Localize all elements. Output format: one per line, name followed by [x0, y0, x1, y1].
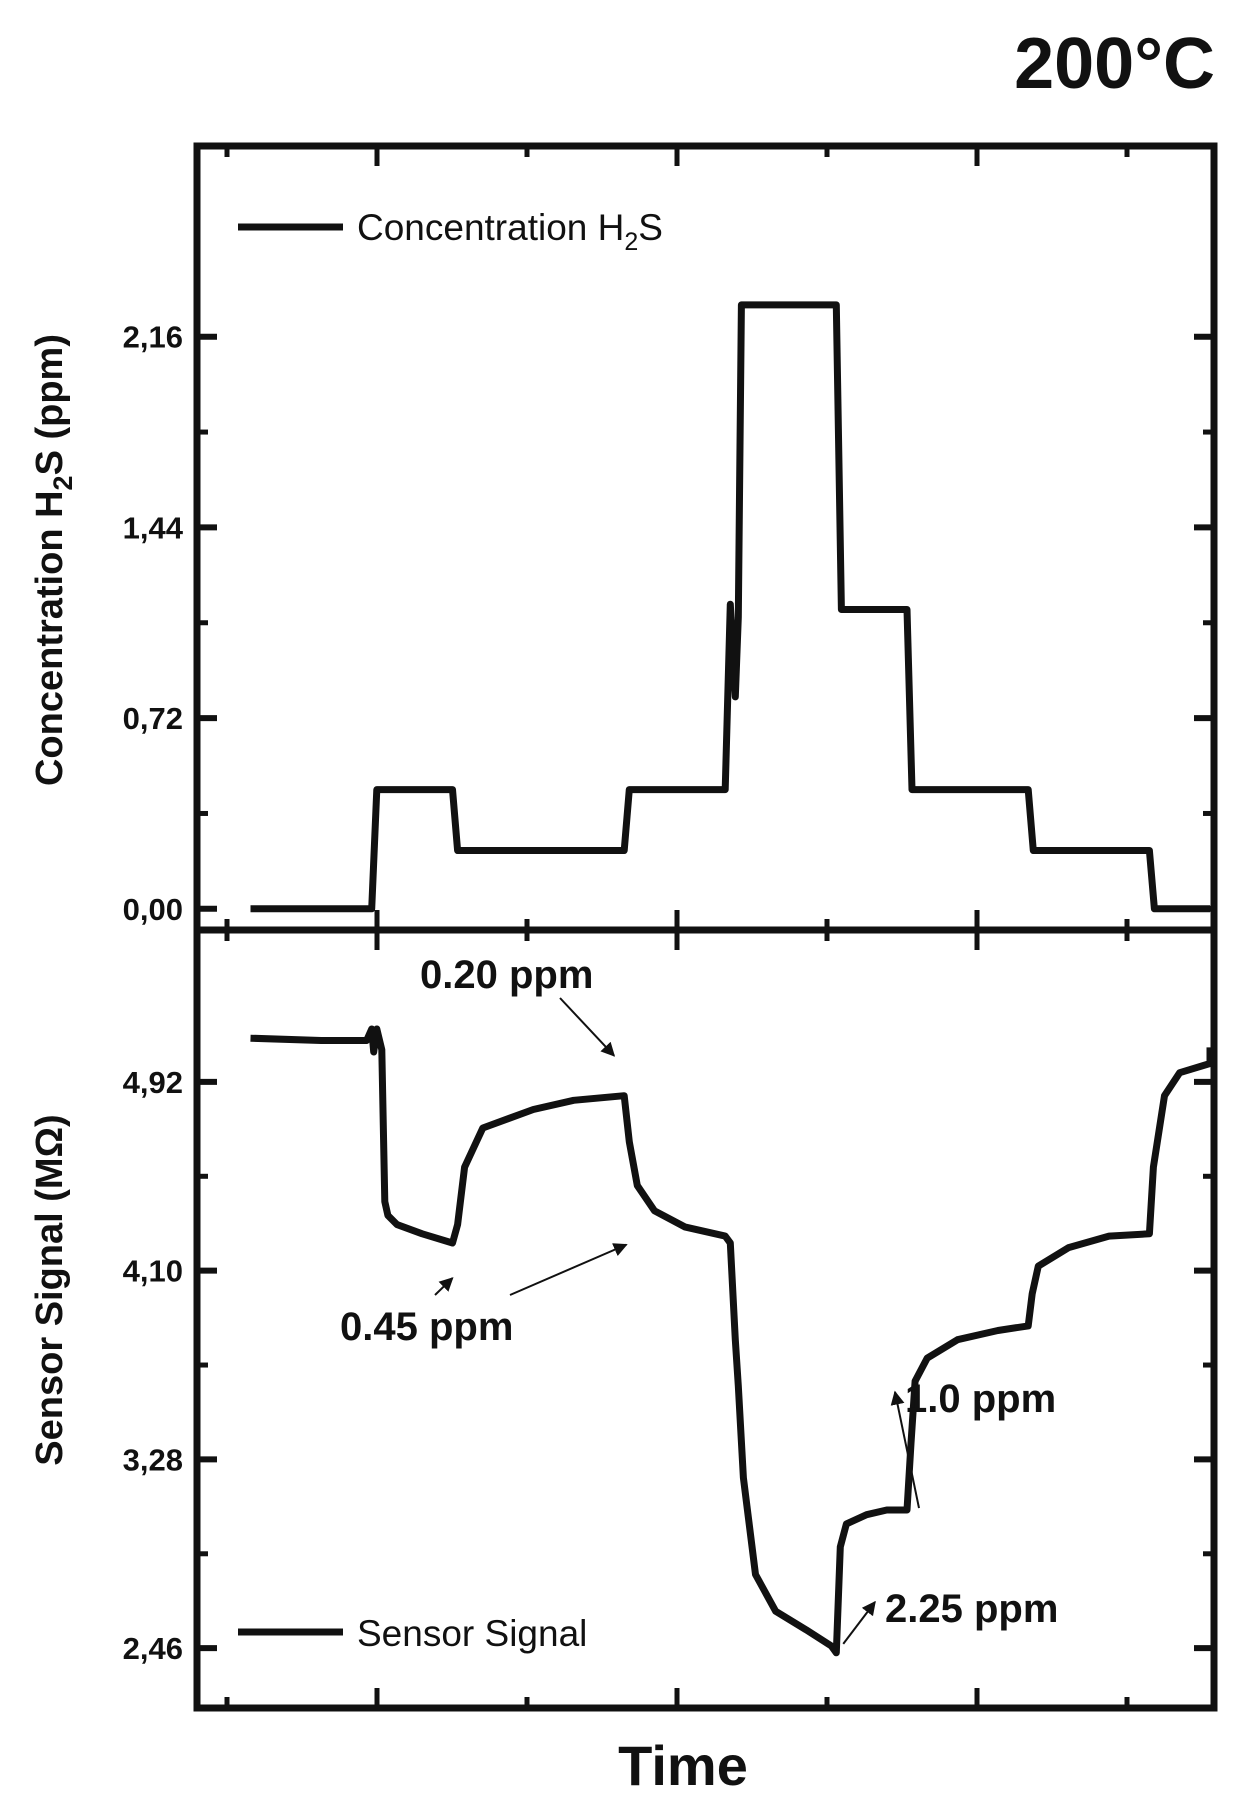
bottom-ytick-label: 3,28: [123, 1442, 183, 1477]
annotations: 0.20 ppm 0.45 ppm 1.0 ppm 2.25 ppm: [340, 953, 1058, 1645]
top-ytick-label: 0,72: [123, 701, 183, 736]
sensor-panel: 2,463,284,104,92 Sensor Signal 0.20 ppm0…: [29, 930, 1214, 1797]
annotation-label: 1.0 ppm: [905, 1377, 1056, 1421]
annotation-arrow: [559, 997, 616, 1057]
top-ytick-label: 1,44: [123, 510, 184, 545]
annotation-arrow: [842, 1600, 876, 1645]
legend-sensor-label: Sensor Signal: [357, 1613, 587, 1654]
top-ytick-label: 0,00: [123, 892, 183, 927]
legend-concentration: Concentration H2S: [238, 207, 663, 256]
bottom-ytick-label: 4,10: [123, 1254, 183, 1289]
annotation-arrow: [509, 1243, 628, 1296]
concentration-series-line: [250, 301, 1210, 913]
concentration-panel: 0,00 0,72 1,44 2,16 Concentration H2S Conce…: [29, 146, 1214, 930]
legend-concentration-label: Concentration H2S: [357, 207, 663, 256]
annotation-label: 0.20 ppm: [420, 953, 593, 997]
annotation-arrow: [890, 1390, 920, 1509]
bottom-ytick-label: 2,46: [123, 1631, 183, 1666]
bottom-tick-labels: 2,46 3,28 4,10 4,92: [123, 1065, 183, 1666]
annotation-label: 0.45 ppm: [340, 1305, 513, 1349]
x-axis-title: Time: [618, 1734, 748, 1797]
bottom-y-axis-title: Sensor Signal (MΩ): [29, 1114, 71, 1465]
annotation-label: 2.25 ppm: [885, 1587, 1058, 1631]
top-tick-labels: 0,00 0,72 1,44 2,16: [123, 320, 184, 927]
annotation-arrow: [434, 1277, 454, 1296]
temperature-label: 200°C: [1014, 24, 1215, 104]
legend-sensor: Sensor Signal: [238, 1613, 587, 1654]
bottom-ytick-label: 4,92: [123, 1065, 183, 1100]
sensor-series-line: [250, 1025, 1214, 1657]
top-tick-marks: [197, 146, 1214, 930]
top-y-axis-title: Concentration H2S (ppm): [29, 334, 78, 786]
top-ytick-label: 2,16: [123, 320, 183, 355]
